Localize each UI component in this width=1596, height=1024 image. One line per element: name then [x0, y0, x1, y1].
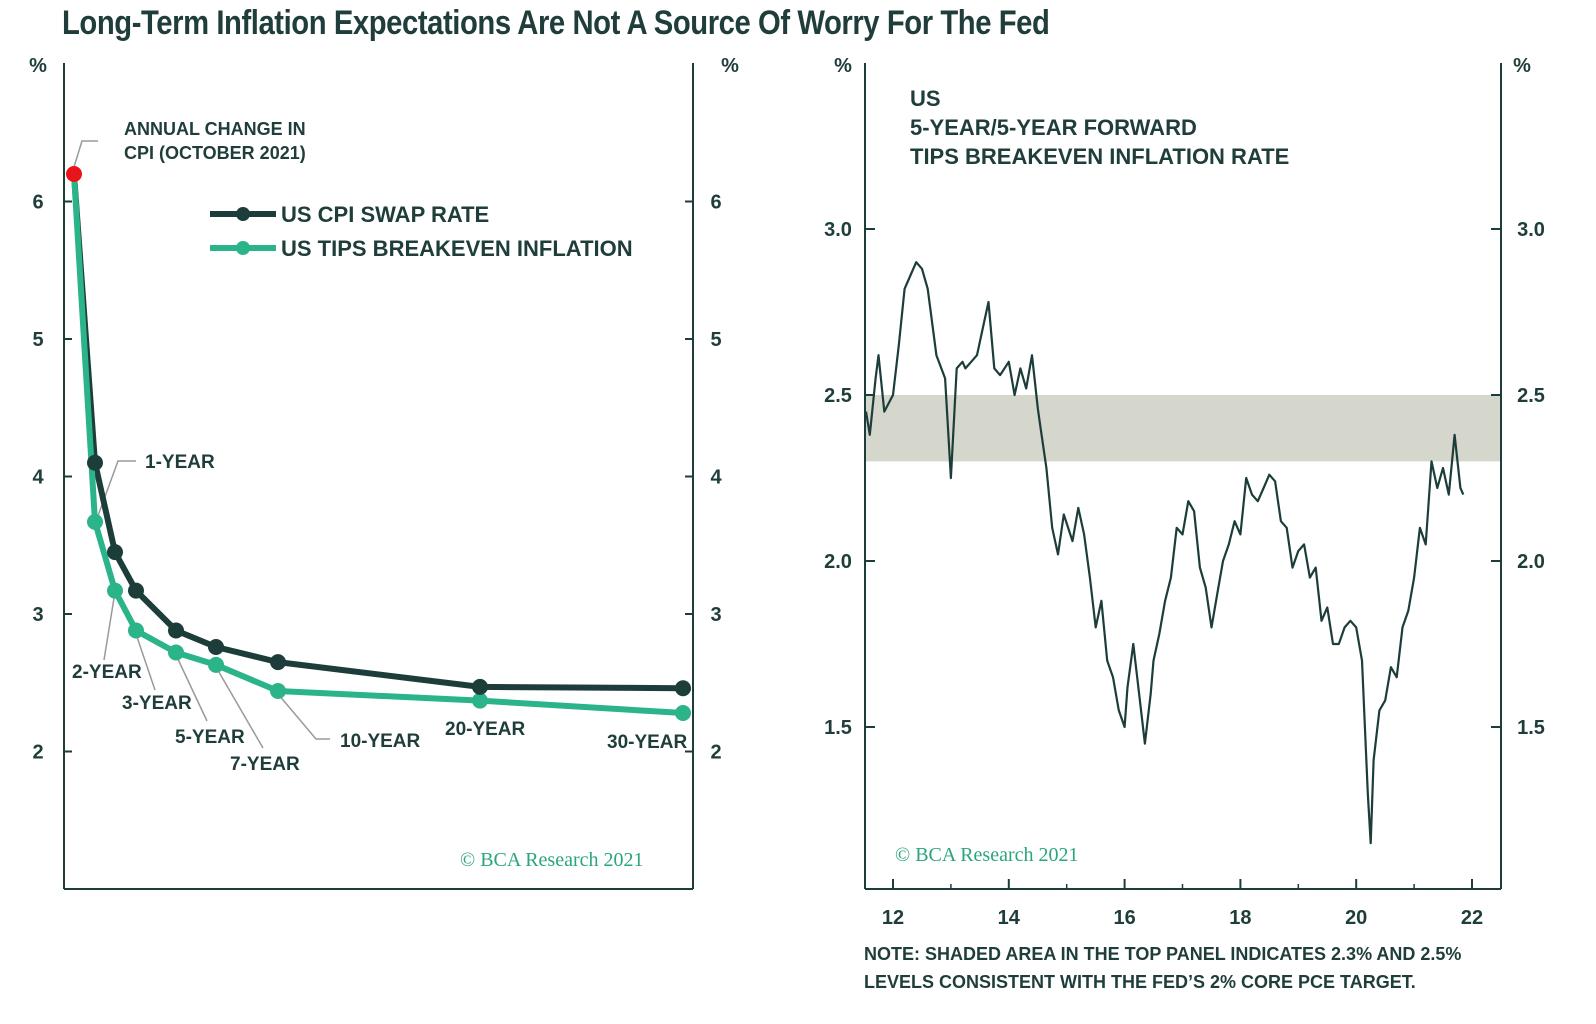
right-panel-title-line3: TIPS BREAKEVEN INFLATION RATE [910, 144, 1289, 169]
maturity-label: 5-YEAR [175, 727, 245, 748]
point-cpi-swap [87, 454, 103, 471]
legend-marker-tips [236, 241, 250, 255]
cpi-annotation-line2: CPI (OCTOBER 2021) [124, 143, 306, 163]
left-ytick-label: 2 [32, 742, 43, 764]
left-y-unit-left: % [29, 55, 47, 77]
point-cpi-swap [675, 680, 691, 697]
target-band [865, 395, 1501, 462]
right-ytick-label-right: 1.5 [1517, 717, 1545, 739]
point-tips [270, 683, 286, 699]
annotation-leader-line [277, 693, 330, 740]
left-panel-leader-lines [73, 140, 330, 749]
annotation-leader-line [135, 633, 156, 691]
legend-marker-cpi-swap [236, 207, 250, 221]
point-tips [472, 692, 488, 709]
left-ytick-label: 6 [32, 192, 43, 214]
left-ytick-label-right: 5 [710, 329, 721, 351]
legend-label-cpi-swap: US CPI SWAP RATE [281, 202, 489, 227]
point-tips [107, 582, 123, 599]
left-ytick-label-right: 6 [710, 192, 721, 214]
right-ytick-label: 2.5 [824, 385, 852, 407]
left-panel: % % 2 2 3 3 4 4 5 5 6 6 US CPI SWAP RATE US TIPS … [29, 55, 739, 890]
maturity-label: 1-YEAR [145, 452, 215, 473]
left-y-unit-right: % [721, 55, 739, 77]
left-panel-frame [63, 63, 694, 890]
right-panel-ticks: 1.5 1.5 2.0 2.0 2.5 2.5 3.0 3.0 12 14 16 18 20 22 [824, 219, 1545, 929]
right-ytick-label: 1.5 [824, 717, 852, 739]
point-cpi-swap [128, 582, 144, 599]
right-ytick-label: 3.0 [824, 219, 852, 241]
right-xtick-label: 16 [1113, 907, 1135, 929]
maturity-annotations: 1-YEAR 2-YEAR 3-YEAR 5-YEAR 7-YEAR 10-YEAR 20-… [72, 452, 688, 775]
right-panel-title-line2: 5-YEAR/5-YEAR FORWARD [910, 115, 1197, 140]
cpi-annotation-line1: ANNUAL CHANGE IN [124, 119, 306, 139]
right-ytick-label-right: 3.0 [1517, 219, 1545, 241]
maturity-label: 10-YEAR [340, 731, 421, 752]
left-copyright: © BCΑ Research 2021 [460, 849, 644, 871]
right-panel-title-line1: US [910, 86, 941, 111]
maturity-label: 30-YEAR [607, 732, 688, 753]
right-panel-frame [864, 63, 1502, 890]
cpi-highlight-point [66, 166, 82, 182]
maturity-label: 7-YEAR [230, 754, 300, 775]
point-tips [168, 644, 184, 661]
point-cpi-swap [270, 654, 286, 671]
legend-item-tips: US TIPS BREAKEVEN INFLATION [210, 236, 633, 261]
annotation-leader-line [215, 666, 264, 749]
right-ytick-label-right: 2.5 [1517, 385, 1545, 407]
right-y-unit-left: % [834, 55, 852, 77]
right-ytick-label: 2.0 [824, 551, 852, 573]
right-xtick-label: 14 [998, 907, 1021, 929]
left-ytick-label-right: 3 [710, 604, 721, 626]
left-panel-ticks: 2 2 3 3 4 4 5 5 6 6 [32, 192, 722, 764]
right-ytick-label-right: 2.0 [1517, 551, 1545, 573]
point-cpi-swap [168, 622, 184, 639]
annotation-leader-line [175, 654, 208, 722]
point-tips [128, 622, 144, 639]
maturity-label: 3-YEAR [122, 693, 192, 714]
right-xtick-label: 22 [1461, 907, 1483, 929]
right-xtick-label: 20 [1345, 907, 1367, 929]
left-ytick-label-right: 2 [710, 742, 721, 764]
point-cpi-swap [208, 639, 224, 655]
right-xtick-label: 18 [1229, 907, 1251, 929]
point-cpi-swap [472, 678, 488, 695]
legend-label-tips: US TIPS BREAKEVEN INFLATION [281, 236, 633, 261]
series-line-5y5y [864, 261, 1465, 845]
right-panel: % % 1.5 1.5 2.0 2.0 2.5 2.5 3.0 3.0 12 14 16 18 20 22… [824, 55, 1545, 929]
left-ytick-label: 5 [32, 329, 43, 351]
point-tips [208, 656, 224, 673]
annotation-leader-line [73, 140, 98, 168]
left-ytick-label: 4 [32, 467, 44, 489]
legend-item-cpi-swap: US CPI SWAP RATE [210, 202, 489, 227]
point-tips [87, 513, 103, 530]
cpi-annotation: ANNUAL CHANGE IN CPI (OCTOBER 2021) [124, 119, 311, 163]
right-xtick-label: 12 [882, 907, 904, 929]
left-ytick-label-right: 4 [710, 467, 722, 489]
note-line1: NOTE: SHADED AREA IN THE TOP PANEL INDIC… [864, 944, 1461, 964]
left-ytick-label: 3 [32, 604, 43, 626]
annotation-leader-line [103, 591, 116, 661]
maturity-label: 20-YEAR [445, 719, 526, 740]
chart-title: Long-Term Inflation Expectations Are Not… [62, 4, 1050, 42]
right-copyright: © BCΑ Research 2021 [895, 844, 1079, 866]
right-y-unit-right: % [1513, 55, 1531, 77]
point-cpi-swap [107, 544, 123, 561]
legend: US CPI SWAP RATE US TIPS BREAKEVEN INFLA… [210, 202, 633, 261]
point-tips [675, 705, 691, 721]
left-panel-series [66, 166, 691, 721]
maturity-label: 2-YEAR [72, 662, 142, 683]
note-line2: LEVELS CONSISTENT WITH THE FED’S 2% CORE… [864, 972, 1416, 992]
